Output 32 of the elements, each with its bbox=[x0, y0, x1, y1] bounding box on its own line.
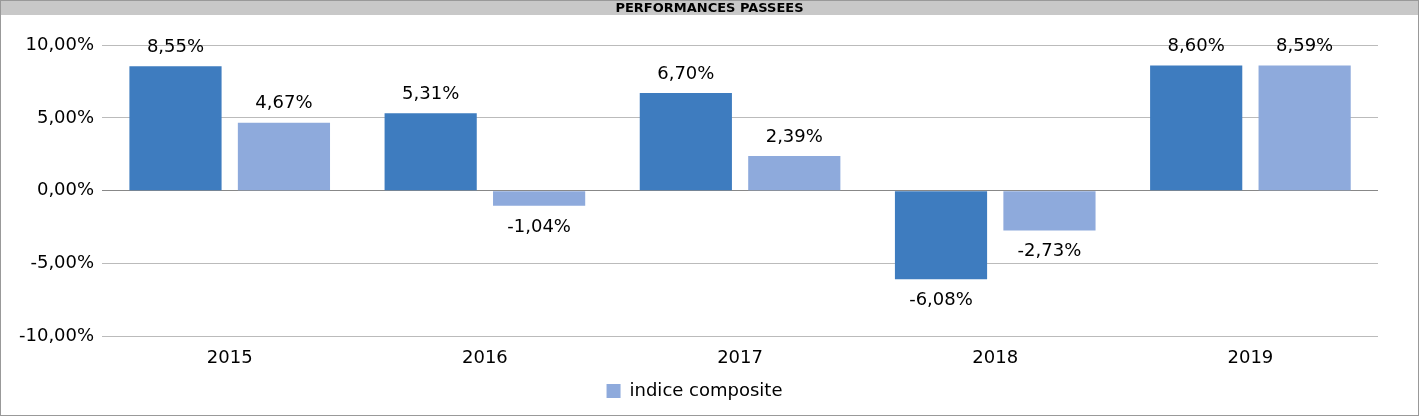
data-label: 8,55% bbox=[146, 34, 205, 56]
x-tick-label: 2019 bbox=[1227, 345, 1274, 367]
bar bbox=[748, 155, 841, 191]
bar bbox=[384, 113, 477, 191]
chart-title: PERFORMANCES PASSEES bbox=[1, 0, 1418, 15]
y-tick-label: 10,00% bbox=[25, 32, 95, 54]
x-tick-label: 2017 bbox=[717, 345, 763, 367]
bar bbox=[237, 122, 331, 191]
bar bbox=[129, 66, 222, 191]
bar bbox=[639, 93, 732, 191]
data-label: -2,73% bbox=[1017, 239, 1082, 261]
y-tick-label: -10,00% bbox=[18, 324, 95, 346]
y-tick-label: -5,00% bbox=[30, 251, 95, 273]
legend-label: indice composite bbox=[629, 378, 783, 400]
data-label: 6,70% bbox=[657, 61, 715, 83]
bar bbox=[894, 191, 988, 280]
bar bbox=[1003, 191, 1096, 231]
data-label: 2,39% bbox=[765, 124, 823, 146]
bar bbox=[1258, 65, 1351, 191]
data-label: -6,08% bbox=[909, 287, 973, 309]
x-tick-label: 2016 bbox=[461, 345, 508, 367]
bar bbox=[1150, 65, 1243, 191]
data-label: 4,67% bbox=[255, 91, 313, 113]
x-tick-label: 2018 bbox=[972, 345, 1019, 367]
y-tick-label: 5,00% bbox=[36, 105, 95, 127]
y-tick-label: 0,00% bbox=[36, 178, 95, 200]
data-label: -1,04% bbox=[507, 214, 571, 236]
data-label: 8,59% bbox=[1276, 34, 1334, 56]
x-tick-label: 2015 bbox=[206, 345, 253, 367]
data-label: 8,60% bbox=[1167, 34, 1225, 56]
bar bbox=[493, 191, 586, 206]
data-label: 5,31% bbox=[402, 82, 460, 104]
